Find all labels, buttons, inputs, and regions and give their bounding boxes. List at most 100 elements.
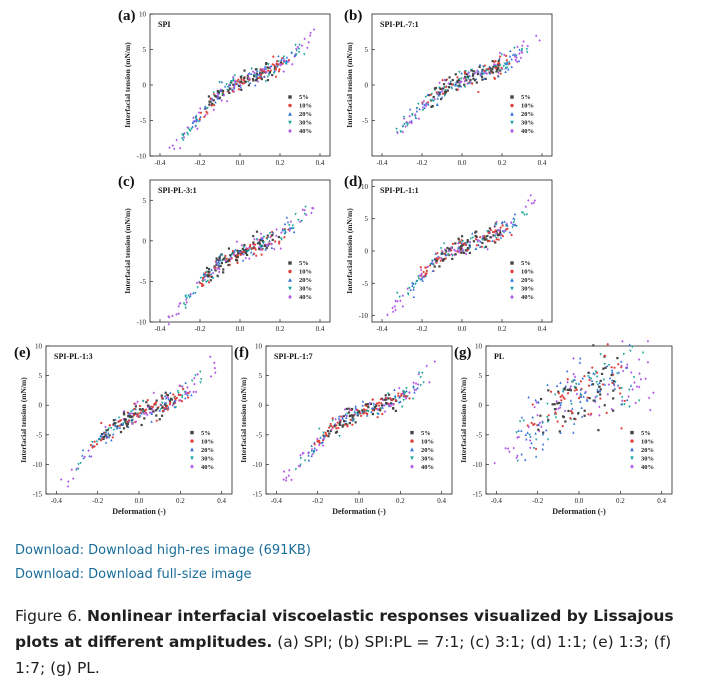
x-tick-label: 0.0 bbox=[236, 325, 245, 333]
download-high-res-link[interactable]: Download: Download high-res image (691KB… bbox=[15, 543, 311, 558]
data-point bbox=[410, 121, 413, 125]
data-point bbox=[483, 235, 486, 238]
data-point bbox=[107, 427, 110, 431]
data-point bbox=[603, 354, 607, 357]
x-tick-label: 0.4 bbox=[316, 325, 325, 333]
data-point bbox=[486, 230, 489, 233]
data-point bbox=[493, 234, 497, 238]
data-point bbox=[361, 404, 364, 407]
data-point bbox=[193, 376, 196, 380]
data-point bbox=[294, 43, 297, 47]
data-point bbox=[231, 90, 235, 93]
data-point bbox=[406, 124, 409, 127]
data-point bbox=[479, 72, 482, 76]
data-point bbox=[126, 420, 129, 424]
data-point bbox=[112, 419, 115, 422]
data-point bbox=[606, 392, 610, 396]
data-point bbox=[102, 437, 105, 440]
data-point bbox=[206, 106, 209, 110]
data-point bbox=[105, 433, 108, 437]
data-point bbox=[580, 394, 583, 397]
data-point bbox=[261, 239, 265, 243]
data-point bbox=[282, 70, 285, 73]
data-point bbox=[177, 304, 180, 308]
data-point bbox=[553, 408, 557, 411]
data-point bbox=[398, 386, 401, 390]
data-point bbox=[417, 275, 420, 278]
data-point bbox=[220, 254, 224, 257]
data-point bbox=[274, 240, 277, 243]
data-point bbox=[202, 284, 205, 287]
data-point bbox=[140, 412, 143, 415]
data-point bbox=[352, 418, 356, 421]
data-point bbox=[160, 403, 163, 406]
data-point bbox=[244, 256, 248, 260]
data-point bbox=[421, 275, 425, 278]
data-point bbox=[322, 434, 325, 437]
data-point bbox=[437, 91, 440, 94]
data-point bbox=[444, 92, 447, 95]
data-point bbox=[423, 103, 426, 106]
data-point bbox=[148, 407, 152, 410]
data-point bbox=[235, 240, 239, 244]
data-point bbox=[184, 306, 187, 310]
data-point bbox=[288, 103, 292, 108]
panel-title: SPI-PL-1:1 bbox=[380, 186, 419, 195]
data-point bbox=[569, 417, 572, 420]
data-point bbox=[304, 205, 307, 209]
data-point bbox=[481, 68, 484, 71]
data-point bbox=[424, 272, 427, 276]
data-point bbox=[638, 372, 641, 375]
data-point bbox=[553, 413, 557, 416]
data-point bbox=[226, 86, 230, 89]
data-point bbox=[259, 239, 262, 242]
data-point bbox=[526, 424, 529, 427]
data-point bbox=[288, 229, 291, 233]
data-point bbox=[81, 448, 85, 452]
data-point bbox=[328, 426, 331, 429]
data-point bbox=[570, 380, 574, 384]
data-point bbox=[219, 258, 222, 262]
data-point bbox=[419, 266, 422, 269]
data-point bbox=[418, 274, 421, 277]
data-point bbox=[456, 248, 460, 252]
data-point bbox=[381, 412, 384, 416]
data-point bbox=[534, 432, 537, 435]
data-point bbox=[399, 400, 402, 403]
panel-label: (a) bbox=[118, 8, 136, 24]
data-point bbox=[142, 400, 145, 403]
download-full-size-link[interactable]: Download: Download full-size image bbox=[15, 567, 252, 582]
data-point bbox=[177, 391, 180, 395]
data-point bbox=[161, 397, 164, 400]
x-tick-label: 0.0 bbox=[135, 497, 144, 505]
data-point bbox=[214, 266, 217, 269]
data-point bbox=[508, 230, 512, 234]
data-point bbox=[196, 127, 199, 131]
data-point bbox=[524, 433, 527, 436]
data-point bbox=[510, 294, 514, 300]
data-point bbox=[456, 81, 459, 84]
data-point bbox=[599, 388, 602, 391]
legend-label: 20% bbox=[299, 111, 312, 118]
data-point bbox=[417, 371, 421, 374]
data-point bbox=[331, 426, 334, 429]
data-point bbox=[572, 372, 575, 376]
data-point bbox=[474, 238, 478, 241]
data-point bbox=[199, 370, 202, 374]
data-point bbox=[187, 396, 190, 399]
x-axis-label: Deformation (-) bbox=[112, 507, 166, 516]
data-point bbox=[454, 73, 457, 76]
data-point bbox=[166, 408, 169, 411]
plot-frame bbox=[45, 345, 233, 495]
data-point bbox=[93, 445, 96, 448]
data-point bbox=[513, 223, 516, 227]
data-point bbox=[195, 119, 198, 123]
data-point bbox=[191, 125, 194, 128]
data-point bbox=[467, 77, 470, 80]
data-point bbox=[567, 388, 570, 392]
data-point bbox=[438, 256, 441, 259]
data-point bbox=[167, 322, 171, 326]
data-point bbox=[462, 251, 466, 255]
data-point bbox=[562, 396, 565, 399]
data-point bbox=[612, 389, 615, 392]
